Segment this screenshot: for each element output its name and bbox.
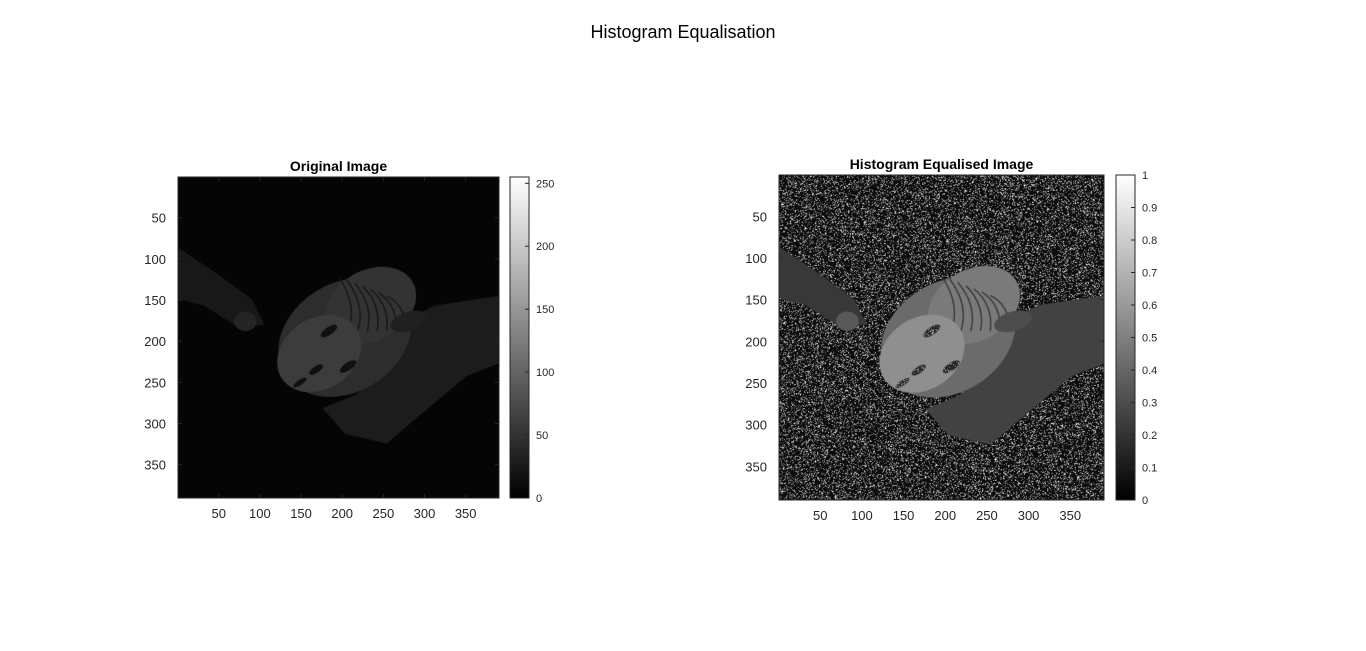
x-tick-label: 200 [331,506,353,521]
colorbar-tick-label: 150 [536,304,554,316]
colorbar-tick-label: 0.5 [1142,333,1157,345]
colorbar-tick-label: 0 [1142,495,1148,507]
y-tick-label: 300 [745,418,767,433]
colorbar-tick-label: 0.4 [1142,365,1157,377]
y-tick-label: 300 [144,417,166,432]
x-tick-label: 50 [212,506,226,521]
y-tick-label: 150 [745,293,767,308]
y-tick-label: 50 [753,209,767,224]
y-tick-label: 100 [144,252,166,267]
colorbar-tick-label: 0.9 [1142,203,1157,215]
colorbar-tick-label: 0.3 [1142,398,1157,410]
colorbar[interactable]: 0 0.1 0.2 0.3 0.4 0.5 0.6 0.7 0.8 0.9 1 [1115,170,1157,507]
colorbar-tick-label: 0 [536,493,542,505]
colorbar-tick-label: 0.2 [1142,430,1157,442]
colorbar-tick-label: 0.7 [1142,268,1157,280]
y-tick-label: 100 [745,251,767,266]
image-area[interactable] [779,175,1104,500]
x-tick-label: 50 [813,508,827,523]
x-tick-label: 350 [1059,508,1081,523]
image-pixels [178,177,499,498]
colorbar-tick-label: 200 [536,241,554,253]
y-tick-label: 350 [745,459,767,474]
colorbar-tick-label: 100 [536,367,554,379]
x-tick-label: 150 [893,508,915,523]
y-tick-label: 250 [144,375,166,390]
x-tick-label: 250 [373,506,395,521]
x-tick-label: 100 [851,508,873,523]
subplot-original-image: Original Image 50 100 150 200 250 300 350 50 100… [144,158,554,521]
y-tick-label: 250 [745,376,767,391]
colorbar[interactable]: 0 50 100 150 200 250 [509,176,554,505]
image-pixels [779,175,1104,500]
figure-title: Histogram Equalisation [590,22,776,42]
colorbar-tick-label: 250 [536,178,554,190]
colorbar-tick-label: 0.8 [1142,235,1157,247]
axes-box [177,176,500,499]
x-tick-label: 150 [290,506,312,521]
x-tick-label: 200 [934,508,956,523]
axes-title: Original Image [290,158,387,174]
y-tick-label: 200 [745,334,767,349]
x-tick-label: 300 [414,506,436,521]
x-tick-label: 100 [249,506,271,521]
y-tick-label: 350 [144,458,166,473]
axes-title: Histogram Equalised Image [850,156,1034,172]
colorbar-tick-label: 0.6 [1142,300,1157,312]
y-tick-label: 150 [144,293,166,308]
colorbar-tick-label: 50 [536,430,548,442]
colorbar-gradient [509,176,530,499]
y-tick-label: 50 [152,211,166,226]
colorbar-tick-label: 0.1 [1142,463,1157,475]
axes-box [778,174,1105,501]
x-tick-label: 250 [976,508,998,523]
y-tick-label: 200 [144,334,166,349]
x-tick-label: 350 [455,506,477,521]
image-area[interactable] [178,177,499,498]
x-tick-label: 300 [1018,508,1040,523]
colorbar-tick-label: 1 [1142,170,1148,182]
subplot-equalised-image: Histogram Equalised Image 50 100 150 200 250… [745,156,1157,523]
